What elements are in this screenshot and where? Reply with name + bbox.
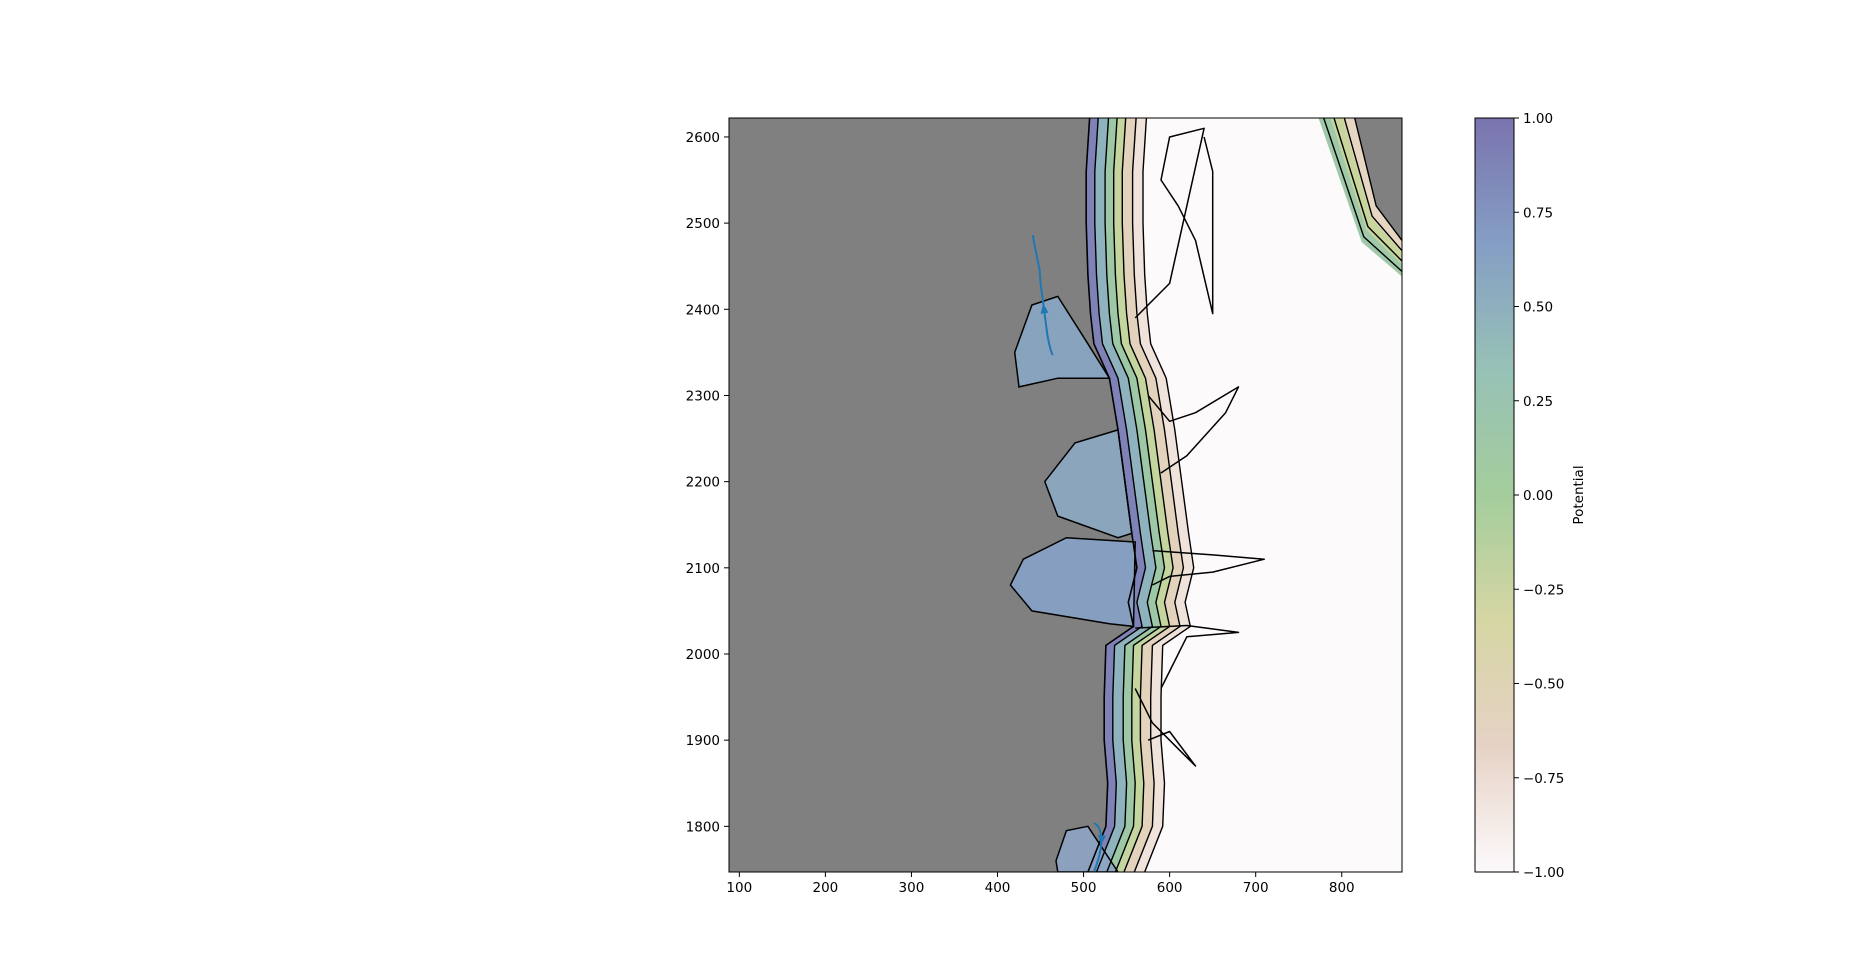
y-tick-label: 2600 (686, 130, 720, 146)
colorbar-tick-label: −0.25 (1523, 582, 1564, 598)
y-axis: 1800 1900 2000 2100 2200 2300 2400 2500 2600 (686, 130, 729, 835)
contour-line (1094, 118, 1147, 872)
x-tick-label: 800 (1329, 880, 1355, 896)
contour-line (1013, 295, 1111, 388)
x-tick-label: 300 (899, 880, 925, 896)
lobe-1760 (1056, 826, 1118, 872)
y-tick-label: 2300 (686, 388, 720, 404)
obstacle-outline (1134, 127, 1214, 319)
y-tick-label: 2100 (686, 561, 720, 577)
colorbar-gradient (1474, 117, 1515, 873)
contour-line (1121, 118, 1174, 872)
contour-line (1055, 825, 1119, 872)
contour-line (1333, 118, 1402, 262)
x-tick-label: 200 (812, 880, 838, 896)
y-tick-label: 2400 (686, 302, 720, 318)
contour-line (1131, 118, 1185, 872)
obstacle-outline (1152, 549, 1266, 586)
contour-line (1142, 118, 1195, 872)
colorbar-tick-label: 0.25 (1523, 394, 1553, 410)
colorbar-tick-label: 0.75 (1523, 205, 1553, 221)
x-tick-label: 500 (1071, 880, 1097, 896)
colorbar-label: Potential (1571, 465, 1587, 524)
trajectory-series (1031, 235, 1106, 872)
colorbar-tick-label: −0.75 (1523, 771, 1564, 787)
plot-frame (728, 117, 1403, 873)
obstacle-outline (1135, 624, 1240, 689)
x-tick-label: 100 (726, 880, 752, 896)
colorbar: 1.00 0.75 0.50 0.25 0.00 −0.25 −0.50 −0.75 −1.00… (1474, 111, 1587, 881)
contour-line (1113, 118, 1166, 872)
trajectory-arrow (1040, 303, 1049, 314)
colorbar-tick-label: −0.50 (1523, 677, 1564, 693)
lobe-2100 (1010, 537, 1136, 627)
potential-band (1086, 118, 1156, 872)
y-tick-label: 1800 (686, 819, 720, 835)
y-tick-label: 2200 (686, 475, 720, 491)
x-tick-label: 600 (1157, 880, 1183, 896)
masked-corner (1354, 118, 1402, 241)
plot-area (728, 117, 1403, 873)
contour-line (1354, 118, 1402, 241)
obstacle-outline (1134, 688, 1197, 767)
trajectory-arrow (1098, 834, 1106, 846)
x-tick-label: 700 (1243, 880, 1269, 896)
x-axis: 100 200 300 400 500 600 700 800 (726, 872, 1355, 896)
colorbar-ticks: 1.00 0.75 0.50 0.25 0.00 −0.25 −0.50 −0.75 −1.00 (1514, 111, 1564, 881)
colorbar-tick-label: −1.00 (1523, 865, 1564, 881)
y-tick-label: 1900 (686, 733, 720, 749)
contour-line (1043, 428, 1133, 539)
lobe-2350 (1014, 296, 1110, 387)
contour-lines (1009, 118, 1402, 872)
contour-line (1009, 536, 1136, 628)
x-tick-label: 400 (985, 880, 1011, 896)
y-tick-label: 2000 (686, 647, 720, 663)
obstacle-outline (1147, 386, 1240, 474)
contour-line (1343, 118, 1402, 252)
colorbar-tick-label: 0.50 (1523, 300, 1553, 316)
contour-line (1323, 118, 1402, 272)
lobe-2200 (1044, 429, 1132, 538)
y-tick-label: 2500 (686, 216, 720, 232)
obstacle-outlines (1134, 127, 1266, 767)
colorbar-tick-label: 1.00 (1523, 111, 1553, 127)
potential-band (1086, 118, 1146, 872)
trajectory-line (1031, 235, 1054, 356)
colorbar-tick-label: 0.00 (1523, 488, 1553, 504)
contour-line (1104, 118, 1157, 872)
